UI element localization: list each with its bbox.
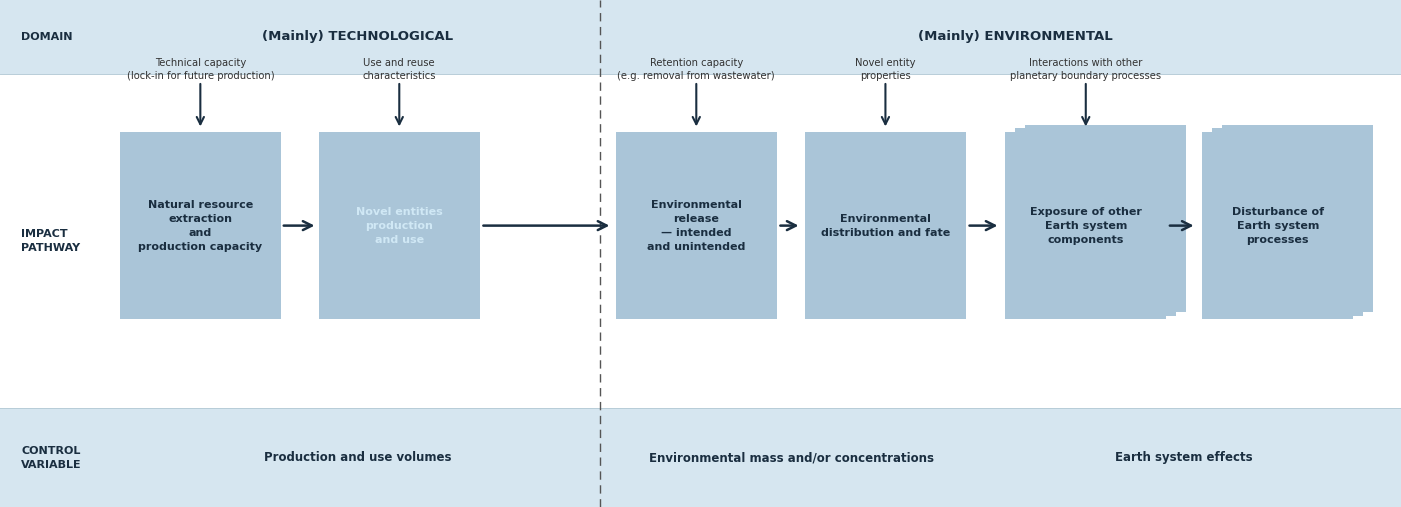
FancyBboxPatch shape	[616, 132, 776, 319]
Text: CONTROL
VARIABLE: CONTROL VARIABLE	[21, 446, 81, 469]
Text: Retention capacity
(e.g. removal from wastewater): Retention capacity (e.g. removal from wa…	[618, 58, 775, 81]
FancyBboxPatch shape	[0, 408, 1401, 507]
FancyBboxPatch shape	[1014, 128, 1177, 316]
Text: Interactions with other
planetary boundary processes: Interactions with other planetary bounda…	[1010, 58, 1161, 81]
FancyBboxPatch shape	[1222, 125, 1373, 312]
FancyBboxPatch shape	[804, 132, 967, 319]
Text: Environmental
distribution and fate: Environmental distribution and fate	[821, 213, 950, 238]
Text: Earth system effects: Earth system effects	[1115, 451, 1252, 464]
FancyBboxPatch shape	[0, 0, 1401, 74]
Text: Natural resource
extraction
and
production capacity: Natural resource extraction and producti…	[139, 200, 262, 251]
Text: Disturbance of
Earth system
processes: Disturbance of Earth system processes	[1231, 207, 1324, 244]
Text: Production and use volumes: Production and use volumes	[263, 451, 451, 464]
Text: Use and reuse
characteristics: Use and reuse characteristics	[363, 58, 436, 81]
Text: Technical capacity
(lock-in for future production): Technical capacity (lock-in for future p…	[126, 58, 275, 81]
Text: (Mainly) ENVIRONMENTAL: (Mainly) ENVIRONMENTAL	[918, 30, 1114, 43]
Text: Novel entities
production
and use: Novel entities production and use	[356, 207, 443, 244]
Text: DOMAIN: DOMAIN	[21, 32, 73, 42]
Text: Novel entity
properties: Novel entity properties	[855, 58, 916, 81]
FancyBboxPatch shape	[0, 74, 1401, 408]
FancyBboxPatch shape	[1212, 128, 1363, 316]
Text: Exposure of other
Earth system
components: Exposure of other Earth system component…	[1030, 207, 1142, 244]
FancyBboxPatch shape	[1202, 132, 1353, 319]
FancyBboxPatch shape	[318, 132, 479, 319]
FancyBboxPatch shape	[1026, 125, 1185, 312]
Text: IMPACT
PATHWAY: IMPACT PATHWAY	[21, 229, 80, 253]
FancyBboxPatch shape	[119, 132, 280, 319]
Text: Environmental mass and/or concentrations: Environmental mass and/or concentrations	[649, 451, 934, 464]
Text: (Mainly) TECHNOLOGICAL: (Mainly) TECHNOLOGICAL	[262, 30, 453, 43]
FancyBboxPatch shape	[1006, 132, 1166, 319]
Text: Environmental
release
— intended
and unintended: Environmental release — intended and uni…	[647, 200, 745, 251]
